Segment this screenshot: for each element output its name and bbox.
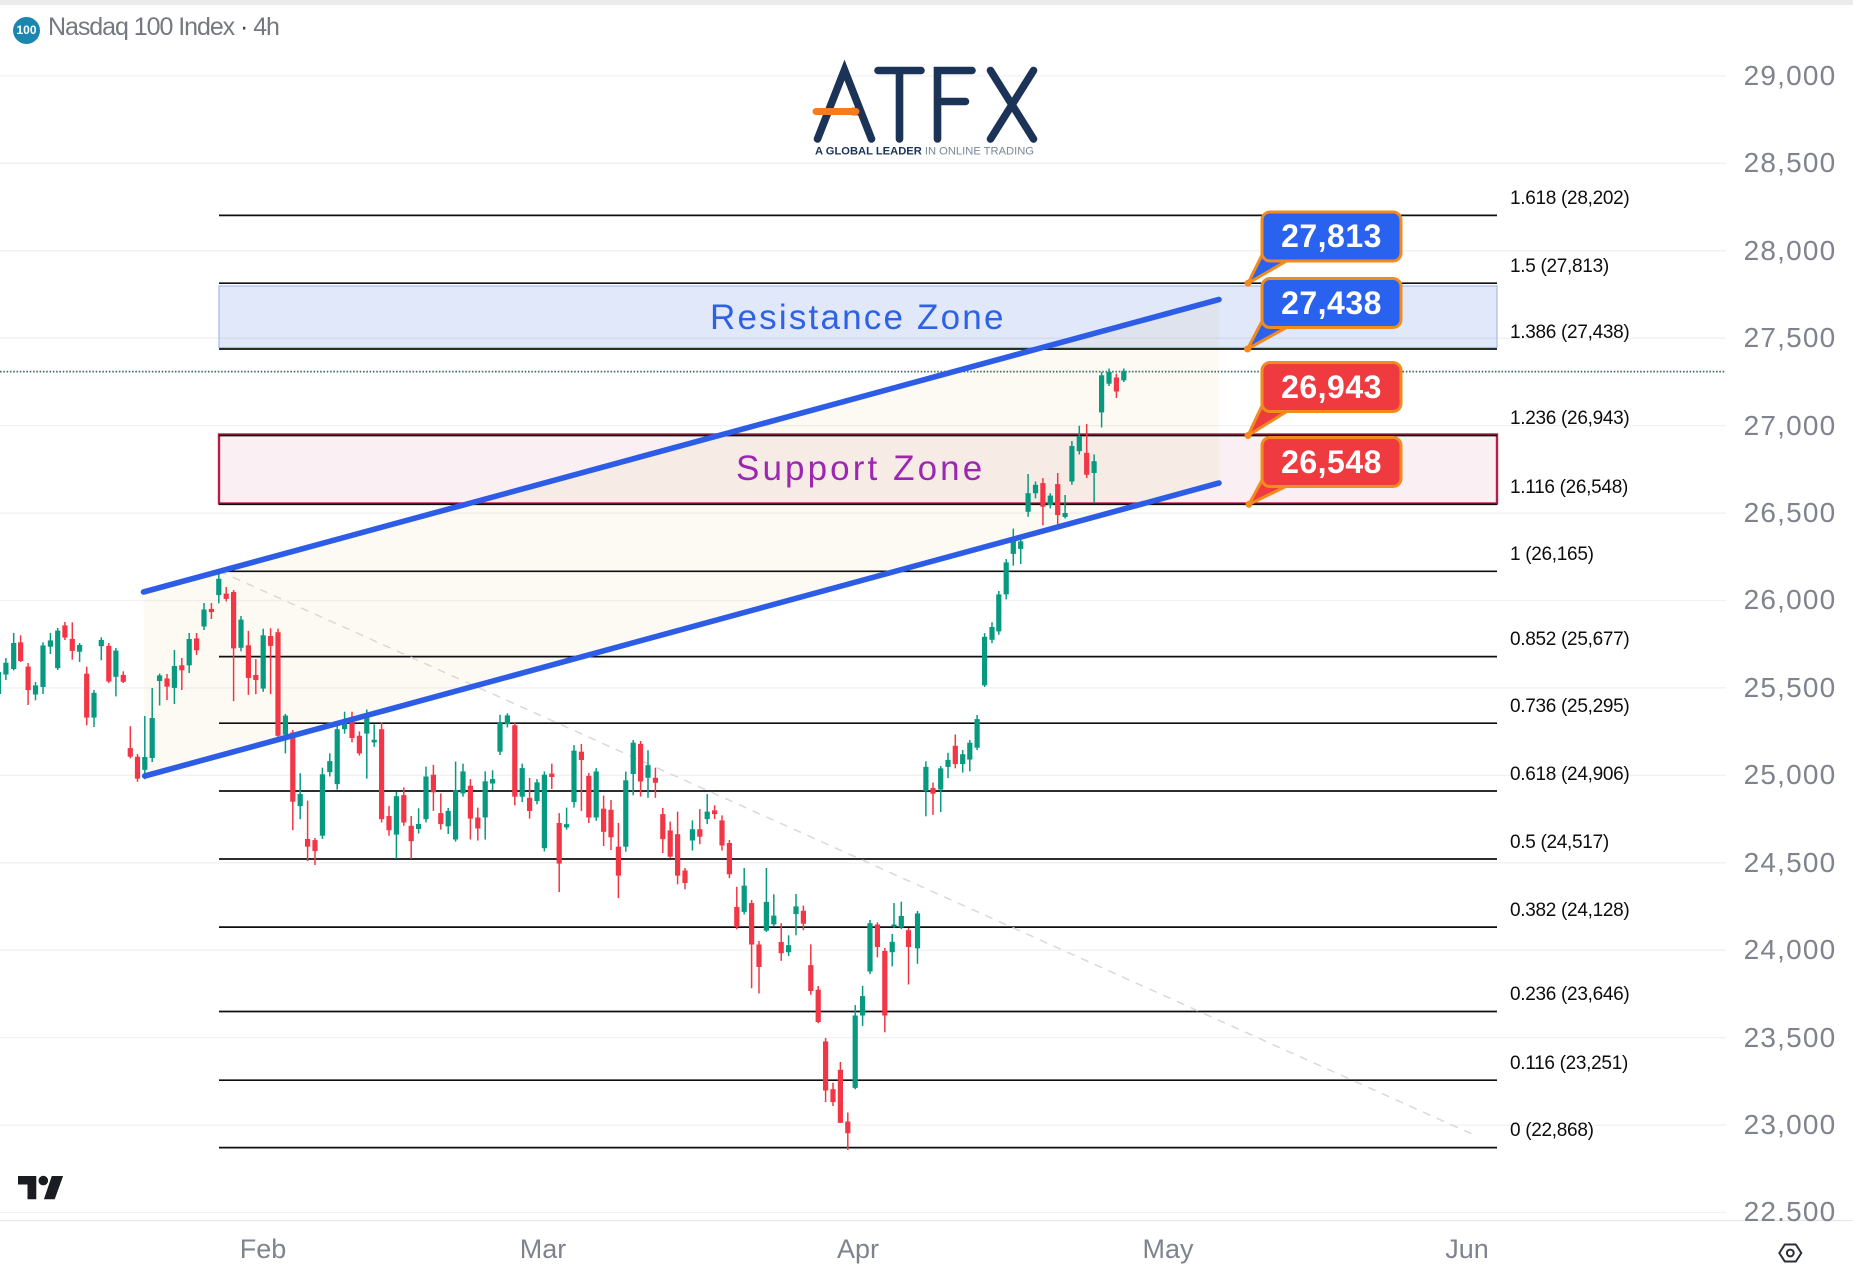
svg-text:A GLOBAL LEADER IN ONLINE TRAD: A GLOBAL LEADER IN ONLINE TRADING (815, 146, 1034, 158)
